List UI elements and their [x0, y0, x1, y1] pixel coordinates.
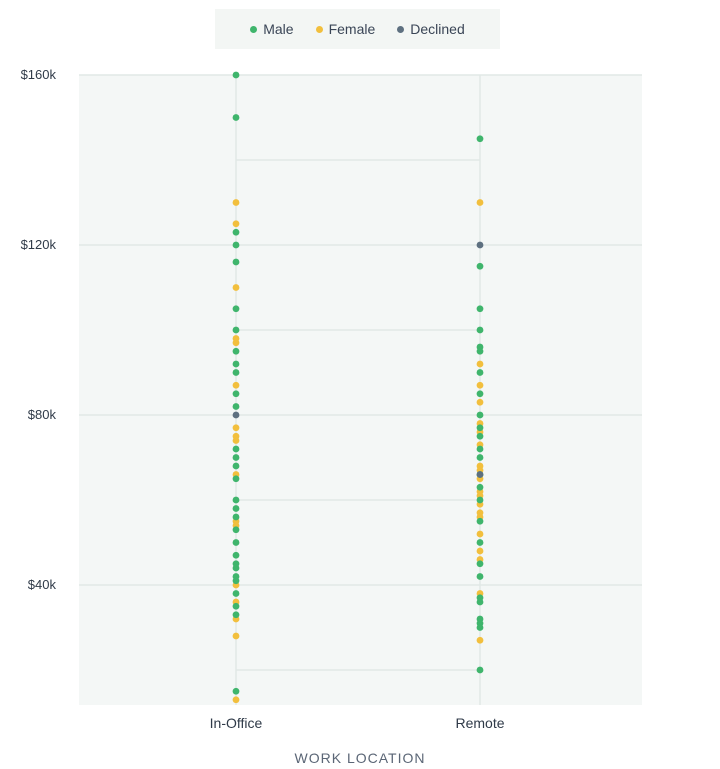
- data-point-male: [232, 403, 240, 410]
- data-point-female: [232, 381, 240, 389]
- data-point-male: [232, 526, 240, 534]
- data-point-male: [232, 505, 240, 512]
- data-point-male: [232, 71, 240, 79]
- y-tick-label: $40k: [28, 577, 57, 592]
- data-point-male: [232, 475, 240, 483]
- x-tick-label: In-Office: [210, 715, 263, 731]
- data-point-male: [232, 228, 240, 236]
- x-axis-title: WORK LOCATION: [294, 750, 426, 766]
- data-point-male: [476, 305, 484, 313]
- data-point-male: [476, 326, 484, 334]
- data-point-declined: [476, 241, 484, 249]
- data-point-male: [232, 390, 240, 398]
- legend-item-declined[interactable]: Declined: [397, 21, 465, 37]
- data-point-male: [476, 390, 484, 398]
- data-point-female: [476, 530, 484, 538]
- data-point-female: [476, 398, 484, 406]
- data-point-male: [476, 539, 484, 546]
- data-point-female: [476, 547, 484, 555]
- data-point-male: [232, 347, 240, 355]
- data-point-female: [232, 284, 240, 291]
- legend-label-male: Male: [263, 21, 294, 37]
- data-point-male: [232, 611, 240, 619]
- data-point-male: [476, 445, 484, 453]
- data-point-male: [232, 326, 240, 334]
- plot-background: [79, 75, 642, 705]
- data-point-male: [232, 305, 240, 313]
- data-point-male: [476, 573, 484, 580]
- data-point-female: [232, 696, 240, 704]
- data-point-male: [232, 496, 240, 504]
- data-point-declined: [232, 411, 240, 419]
- data-point-female: [232, 220, 240, 228]
- data-point-male: [476, 369, 484, 376]
- data-point-male: [232, 114, 240, 121]
- data-point-male: [476, 624, 484, 631]
- data-point-male: [476, 135, 484, 143]
- data-point-female: [232, 632, 240, 640]
- legend-label-female: Female: [328, 21, 376, 37]
- chart-legend: Male Female Declined: [215, 9, 500, 49]
- legend-label-declined: Declined: [410, 21, 465, 37]
- data-point-male: [232, 539, 240, 546]
- data-point-male: [476, 496, 484, 504]
- data-point-male: [476, 666, 484, 674]
- data-point-male: [232, 590, 240, 597]
- data-point-declined: [476, 471, 484, 478]
- data-point-female: [476, 381, 484, 389]
- data-point-male: [476, 262, 484, 270]
- data-point-male: [232, 513, 240, 521]
- data-point-female: [476, 636, 484, 644]
- data-point-male: [232, 369, 240, 376]
- data-point-male: [476, 454, 484, 461]
- data-point-male: [476, 517, 484, 525]
- data-point-male: [476, 560, 484, 568]
- data-point-female: [476, 199, 484, 206]
- data-point-male: [232, 241, 240, 249]
- data-point-male: [232, 577, 240, 585]
- data-point-male: [232, 462, 240, 470]
- data-point-male: [232, 445, 240, 453]
- data-point-male: [476, 424, 484, 432]
- legend-dot-declined: [397, 25, 405, 33]
- data-point-male: [476, 347, 484, 355]
- data-point-male: [232, 454, 240, 461]
- y-tick-label: $120k: [21, 237, 57, 252]
- data-point-male: [232, 602, 240, 610]
- data-point-male: [476, 432, 484, 440]
- legend-item-female[interactable]: Female: [315, 21, 376, 37]
- x-tick-label: Remote: [455, 715, 504, 731]
- data-point-male: [232, 564, 240, 572]
- legend-item-male[interactable]: Male: [250, 21, 294, 37]
- data-point-female: [232, 424, 240, 432]
- y-tick-label: $160k: [21, 67, 57, 82]
- legend-dot-male: [250, 25, 258, 33]
- data-point-male: [476, 598, 484, 606]
- data-point-male: [232, 687, 240, 695]
- data-point-male: [476, 483, 484, 491]
- data-point-female: [476, 360, 484, 368]
- data-point-male: [476, 411, 484, 419]
- data-point-male: [232, 551, 240, 559]
- data-point-female: [232, 339, 240, 347]
- data-point-female: [232, 199, 240, 206]
- y-tick-label: $80k: [28, 407, 57, 422]
- data-point-male: [232, 360, 240, 368]
- legend-dot-female: [315, 25, 323, 33]
- data-point-male: [232, 258, 240, 266]
- data-point-female: [232, 437, 240, 444]
